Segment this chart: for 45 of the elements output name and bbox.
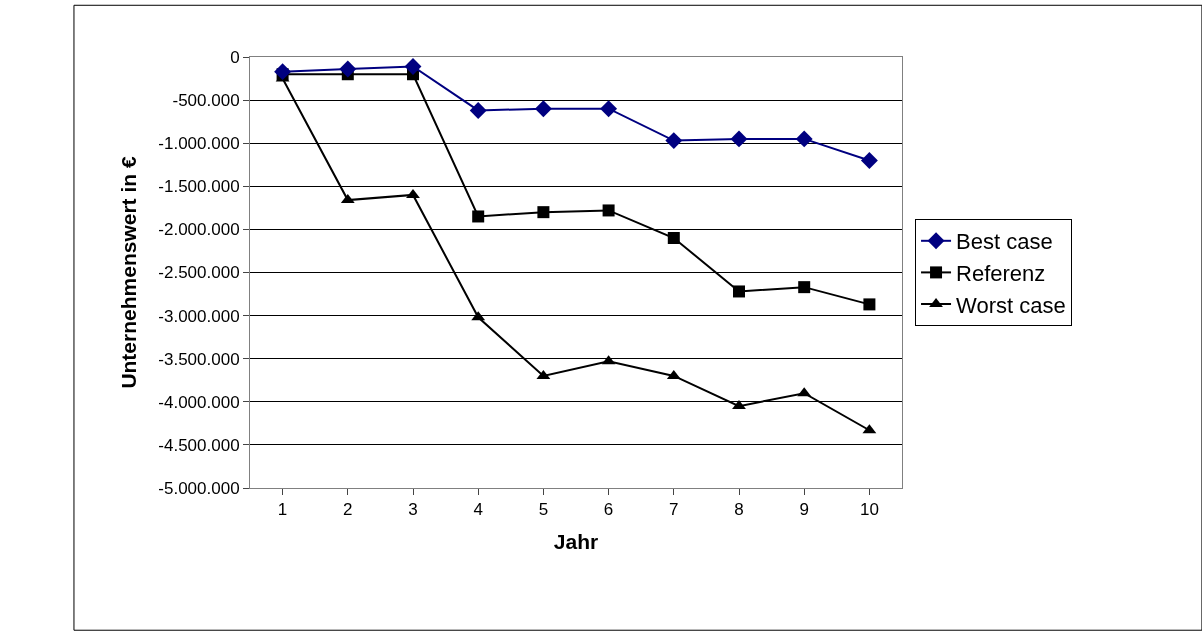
y-tick-label: -5.000.000: [158, 478, 240, 498]
point: [798, 281, 811, 294]
point: [404, 58, 422, 75]
point: [665, 132, 683, 150]
y-tick-label: -4.500.000: [158, 435, 240, 455]
point: [274, 63, 292, 81]
point: [537, 206, 550, 219]
y-tick-label: 0: [230, 47, 240, 67]
y-tick-label: -2.000.000: [158, 220, 240, 240]
y-tick-label: -1.500.000: [158, 177, 240, 197]
point: [600, 100, 618, 118]
x-tick-label: 10: [859, 500, 879, 520]
y-axis-title: Unternehmenswert in €: [117, 156, 141, 389]
point: [733, 285, 745, 298]
point: [667, 232, 680, 245]
legend-label: Worst case: [956, 292, 1066, 318]
point: [534, 100, 552, 118]
y-tick-label: -3.500.000: [158, 349, 240, 369]
point: [339, 60, 357, 78]
point: [863, 298, 876, 311]
x-tick-label: 6: [603, 500, 614, 520]
point: [469, 101, 487, 119]
y-tick-label: -4.000.000: [158, 392, 240, 412]
point: [860, 151, 878, 169]
x-tick-label: 4: [473, 500, 483, 520]
point: [732, 400, 746, 410]
point: [730, 130, 748, 148]
legend-label: Best case: [956, 229, 1053, 255]
x-tick-label: 3: [408, 500, 418, 520]
point: [795, 130, 813, 148]
x-tick-label: 8: [734, 500, 744, 520]
legend-label: Referenz: [956, 260, 1046, 286]
point: [406, 188, 420, 198]
x-tick-label: 7: [669, 500, 679, 520]
point: [472, 210, 485, 223]
x-axis-title: Jahr: [553, 529, 599, 553]
x-tick-label: 2: [343, 500, 353, 520]
y-tick-label: -500.000: [172, 91, 240, 111]
y-tick-label: -2.500.000: [158, 263, 240, 283]
y-tick-label: -3.000.000: [158, 306, 240, 326]
x-tick-label: 9: [799, 500, 809, 520]
point: [602, 204, 615, 217]
x-tick-label: 1: [277, 500, 288, 520]
x-tick-label: 5: [538, 500, 549, 520]
y-tick-label: -1.000.000: [158, 134, 240, 154]
